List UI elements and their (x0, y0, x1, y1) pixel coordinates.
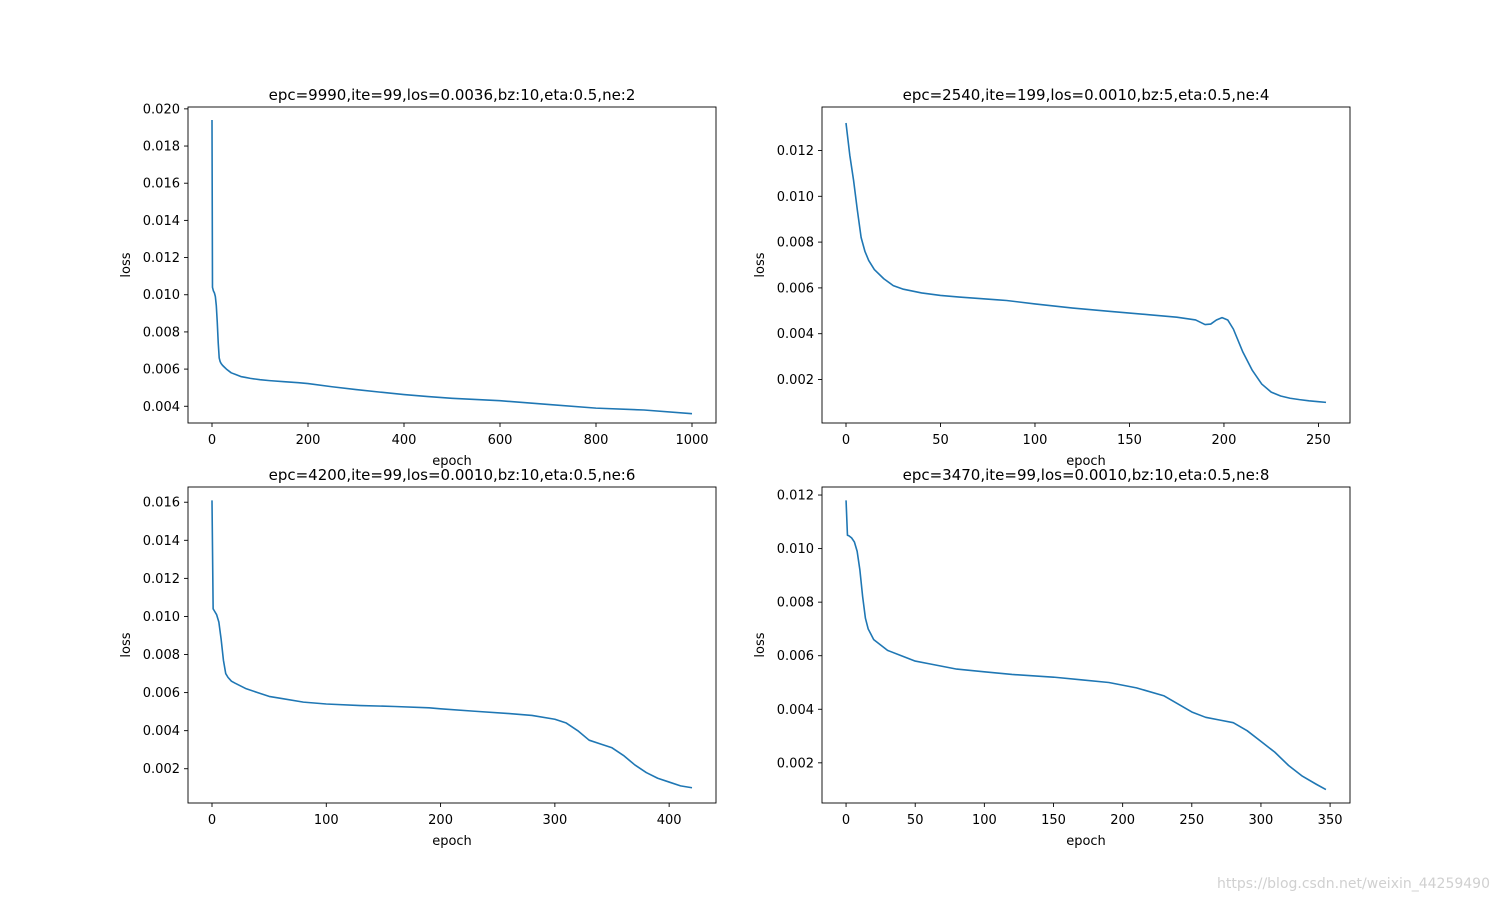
x-tick-label: 150 (1041, 813, 1066, 828)
x-tick-label: 800 (584, 433, 609, 448)
x-tick-label: 250 (1179, 813, 1204, 828)
axes-frame (187, 486, 717, 804)
axes-frame (821, 486, 1351, 804)
y-tick-label: 0.006 (777, 281, 814, 296)
y-tick-label: 0.008 (777, 596, 814, 611)
subplot-1: 0 200 400 600 800 1000 0.004 0.006 0.008 0.010 0.0… (119, 86, 717, 469)
y-tick-label: 0.016 (143, 496, 180, 511)
y-tick-label: 0.004 (777, 327, 814, 342)
axes-frame (187, 106, 717, 424)
subplot-3: 0 100 200 300 400 0.002 0.004 0.006 0.008 0.010 0.… (119, 466, 717, 849)
x-tick-label: 200 (428, 813, 453, 828)
y-tick-label: 0.014 (143, 214, 180, 229)
y-axis-label: loss (753, 632, 768, 657)
x-tick-label: 300 (542, 813, 567, 828)
subplot-2: 0 50 100 150 200 250 0.002 0.004 0.006 0.008 0.010… (753, 86, 1351, 469)
x-tick-label: 400 (657, 813, 682, 828)
x-tick-label: 350 (1318, 813, 1343, 828)
subplot-title: epc=2540,ite=199,los=0.0010,bz:5,eta:0.5… (903, 86, 1270, 104)
watermark: https://blog.csdn.net/weixin_44259490 (1216, 876, 1490, 892)
subplot-4: 0 50 100 150 200 250 300 350 0.002 0.004 0.006 0.00… (753, 466, 1351, 849)
x-tick-label: 0 (208, 813, 216, 828)
loss-line (845, 122, 1327, 404)
x-axis-label: epoch (432, 834, 472, 849)
y-tick-label: 0.010 (143, 288, 180, 303)
x-tick-label: 600 (488, 433, 513, 448)
y-tick-label: 0.004 (143, 724, 180, 739)
y-tick-label: 0.012 (777, 144, 814, 159)
x-tick-label: 300 (1249, 813, 1274, 828)
x-tick-label: 400 (392, 433, 417, 448)
x-tick-label: 0 (842, 433, 850, 448)
x-tick-label: 200 (1212, 433, 1237, 448)
y-tick-label: 0.008 (143, 325, 180, 340)
y-tick-label: 0.012 (777, 489, 814, 504)
x-tick-label: 100 (972, 813, 997, 828)
y-tick-label: 0.002 (777, 756, 814, 771)
y-axis-label: loss (119, 632, 134, 657)
y-tick-label: 0.006 (777, 649, 814, 664)
y-axis-label: loss (753, 252, 768, 277)
loss-line (845, 500, 1327, 791)
x-tick-label: 50 (932, 433, 949, 448)
x-tick-label: 1000 (675, 433, 708, 448)
y-tick-label: 0.010 (777, 542, 814, 557)
y-tick-label: 0.006 (143, 363, 180, 378)
y-tick-label: 0.002 (777, 373, 814, 388)
y-tick-label: 0.010 (143, 610, 180, 625)
y-tick-label: 0.006 (143, 686, 180, 701)
x-axis-label: epoch (1066, 454, 1106, 469)
axes-frame (821, 106, 1351, 424)
y-tick-label: 0.010 (777, 190, 814, 205)
x-tick-label: 200 (296, 433, 321, 448)
x-tick-label: 200 (1110, 813, 1135, 828)
x-tick-label: 100 (314, 813, 339, 828)
x-tick-label: 100 (1023, 433, 1048, 448)
y-tick-label: 0.008 (143, 648, 180, 663)
x-tick-label: 50 (907, 813, 924, 828)
loss-line (211, 500, 693, 789)
y-tick-label: 0.012 (143, 572, 180, 587)
loss-line (211, 120, 693, 415)
y-tick-label: 0.012 (143, 251, 180, 266)
x-axis-label: epoch (432, 454, 472, 469)
y-tick-label: 0.018 (143, 140, 180, 155)
x-axis-label: epoch (1066, 834, 1106, 849)
y-tick-label: 0.008 (777, 236, 814, 251)
x-tick-label: 0 (208, 433, 216, 448)
y-tick-label: 0.014 (143, 534, 180, 549)
x-tick-label: 250 (1306, 433, 1331, 448)
y-tick-label: 0.004 (777, 703, 814, 718)
x-tick-label: 0 (842, 813, 850, 828)
subplot-title: epc=9990,ite=99,los=0.0036,bz:10,eta:0.5… (269, 86, 636, 104)
y-tick-label: 0.020 (143, 102, 180, 117)
subplot-title: epc=4200,ite=99,los=0.0010,bz:10,eta:0.5… (269, 466, 636, 484)
y-tick-label: 0.002 (143, 762, 180, 777)
x-tick-label: 150 (1117, 433, 1142, 448)
subplot-title: epc=3470,ite=99,los=0.0010,bz:10,eta:0.5… (903, 466, 1270, 484)
y-tick-label: 0.016 (143, 177, 180, 192)
y-tick-label: 0.004 (143, 400, 180, 415)
y-axis-label: loss (119, 252, 134, 277)
